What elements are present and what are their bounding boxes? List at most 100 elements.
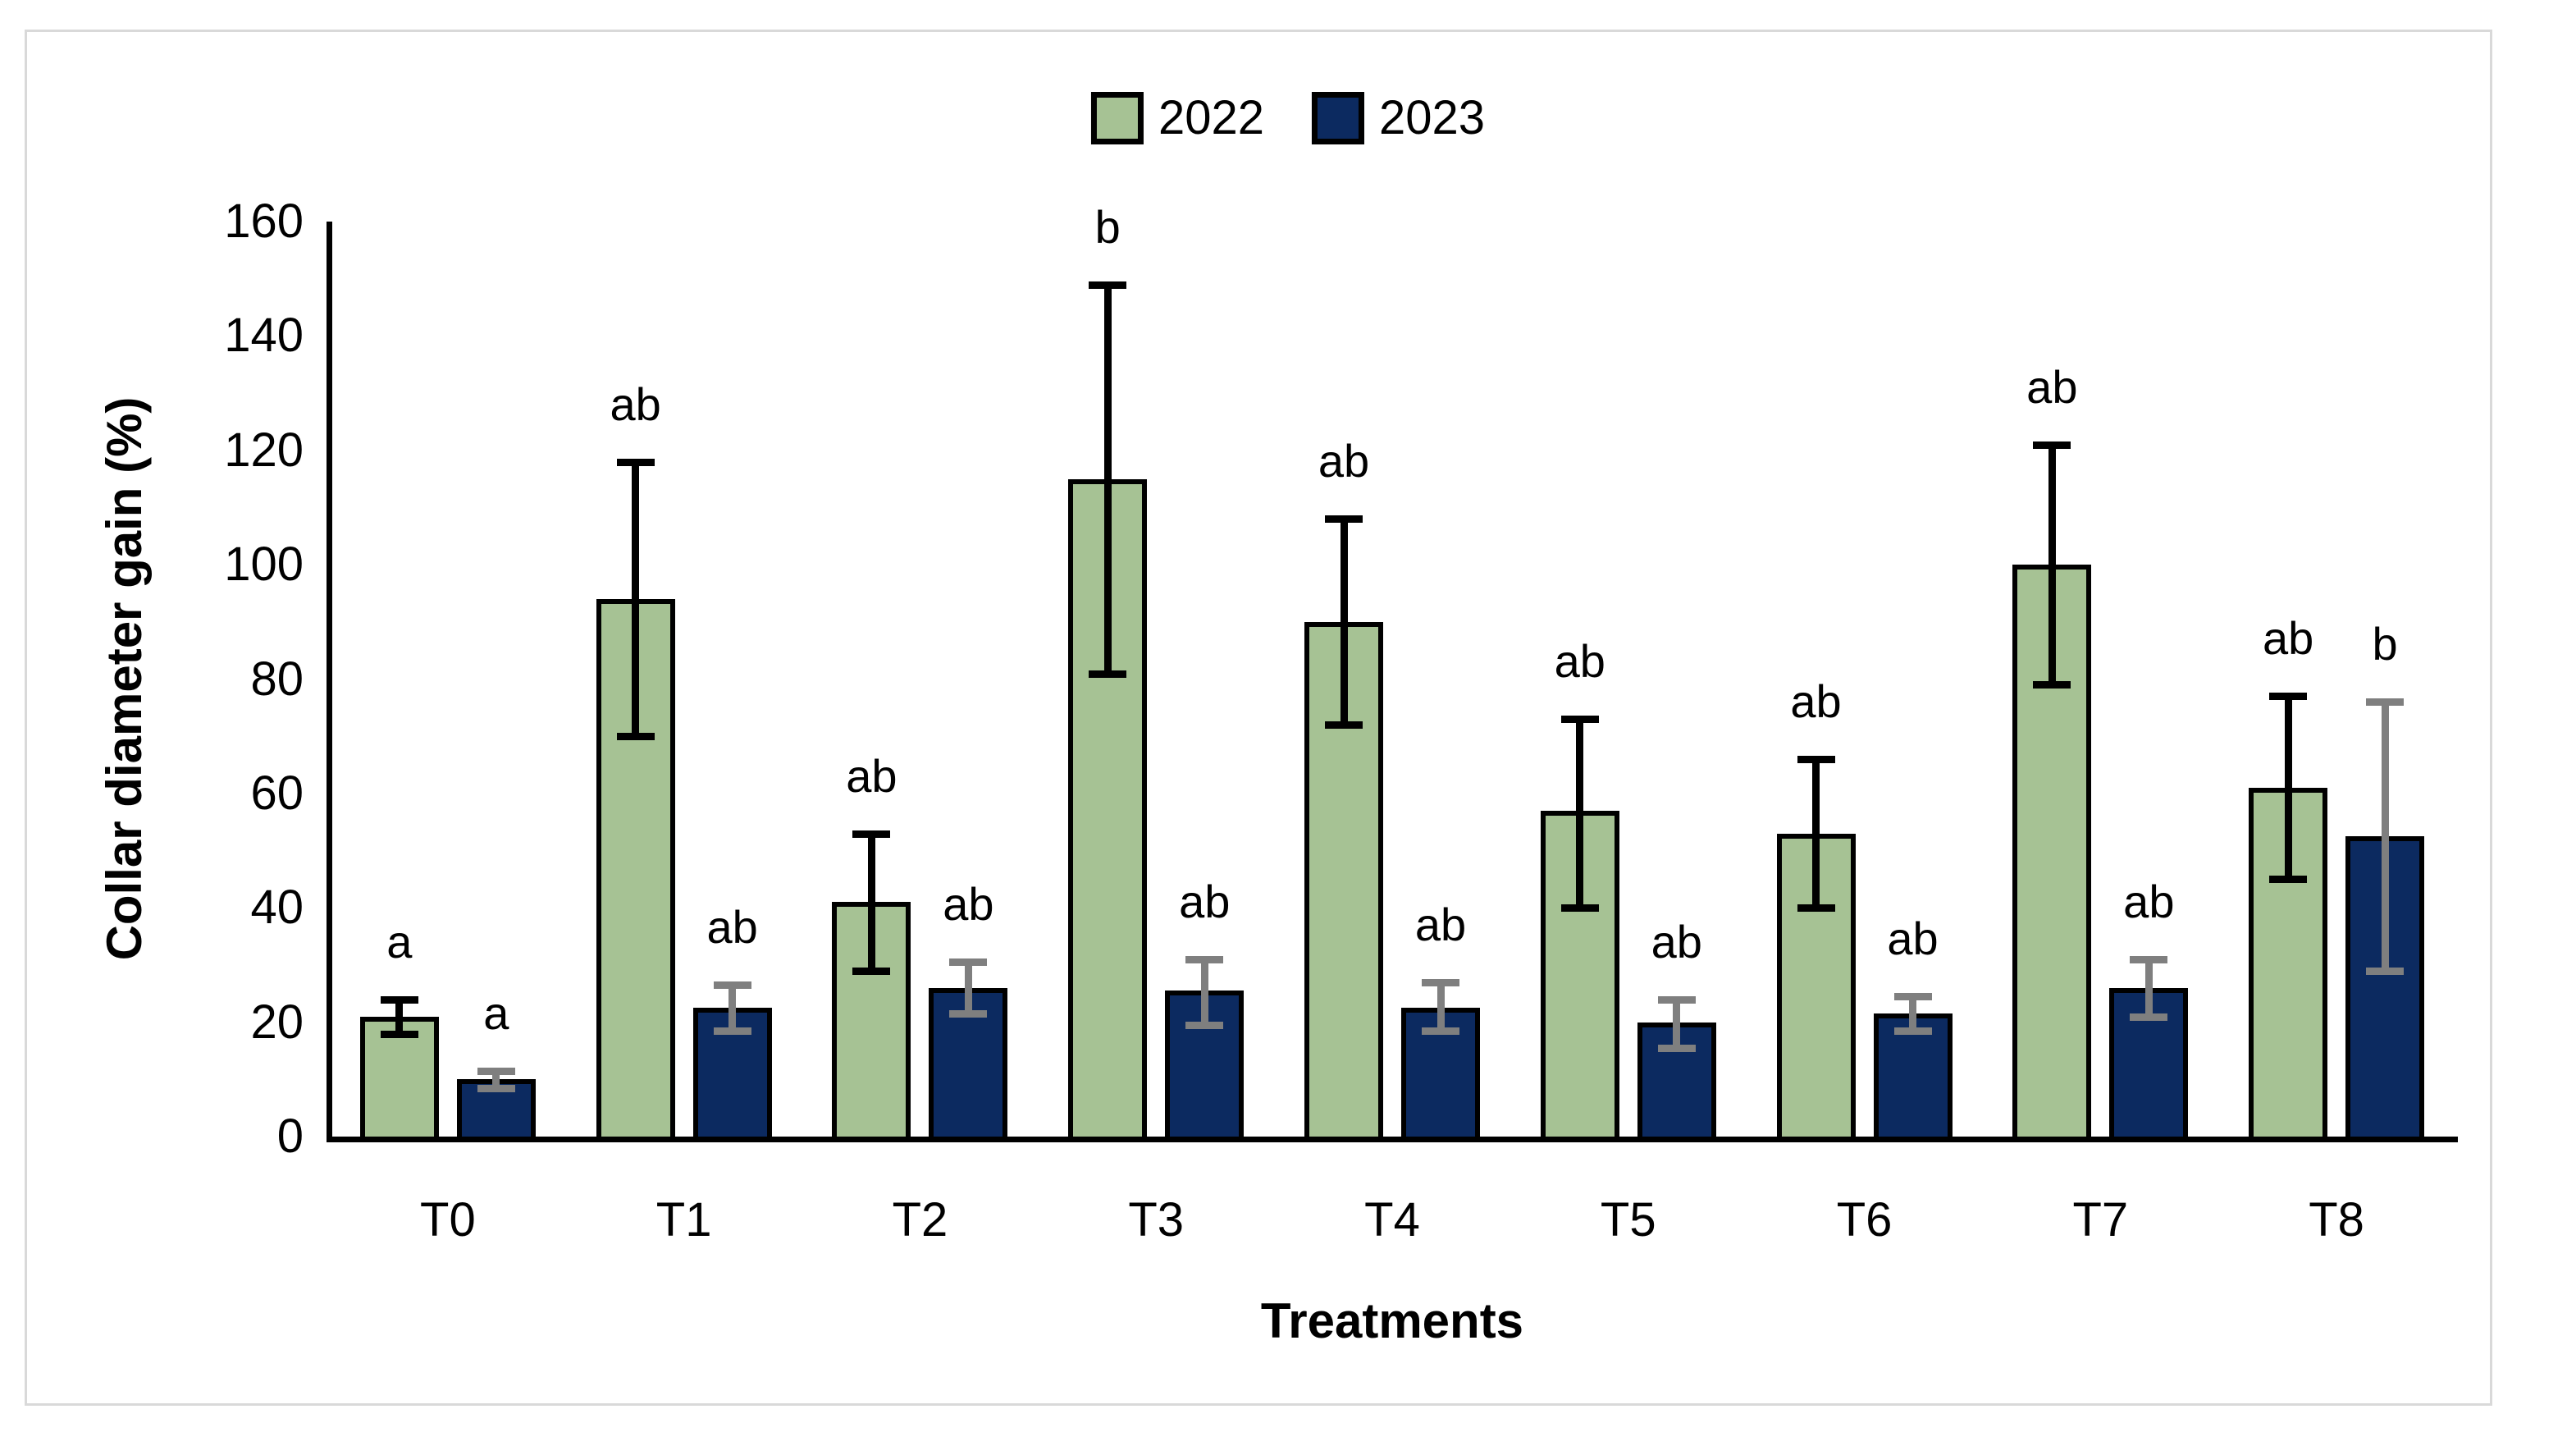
x-tick-label-T6: T6	[1836, 1193, 1893, 1247]
x-tick-label-T8: T8	[2309, 1193, 2364, 1247]
x-tick-label-T7: T7	[2072, 1193, 2129, 1247]
legend: 2022 2023	[1090, 91, 1485, 144]
error-bar-2023-T0	[492, 1070, 500, 1088]
error-cap-high-2022-T1	[616, 458, 655, 466]
error-cap-high-2022-T8	[2269, 693, 2308, 701]
error-bar-2022-T1	[632, 461, 640, 737]
x-tick-label-T1: T1	[655, 1193, 712, 1247]
sig-letter-2022-T5: ab	[1554, 635, 1605, 688]
y-tick-label-100: 100	[224, 538, 304, 592]
sig-letter-2022-T7: ab	[2026, 360, 2078, 413]
y-tick-label-160: 160	[224, 194, 304, 248]
legend-item-2022: 2022	[1090, 91, 1264, 144]
sig-letter-2023-T8: b	[2372, 618, 2398, 670]
error-cap-high-2023-T8	[2366, 698, 2405, 707]
y-tick-label-40: 40	[250, 881, 304, 935]
x-axis-title: Treatments	[1260, 1293, 1524, 1348]
error-cap-low-2022-T0	[380, 1030, 418, 1038]
x-tick-label-T2: T2	[892, 1193, 948, 1247]
error-bar-2023-T2	[964, 962, 972, 1014]
error-cap-high-2023-T3	[1185, 955, 1224, 963]
error-bar-2022-T0	[395, 999, 404, 1034]
error-bar-2022-T7	[2048, 444, 2056, 685]
error-bar-2023-T7	[2144, 958, 2153, 1017]
legend-item-2023: 2023	[1312, 92, 1485, 144]
legend-label: 2022	[1158, 91, 1264, 144]
error-bar-2022-T5	[1576, 719, 1584, 908]
error-cap-low-2023-T6	[1893, 1027, 1932, 1036]
bar-2023-T2	[929, 987, 1008, 1141]
sig-letter-2022-T4: ab	[1318, 435, 1370, 487]
error-cap-low-2023-T7	[2130, 1013, 2168, 1021]
error-cap-high-2023-T2	[949, 958, 988, 967]
error-cap-high-2023-T0	[477, 1067, 515, 1075]
error-bar-2022-T2	[867, 833, 875, 971]
error-cap-low-2022-T2	[852, 967, 891, 975]
error-bar-2022-T3	[1103, 284, 1112, 674]
sig-letter-2023-T2: ab	[943, 878, 994, 931]
legend-label: 2023	[1379, 91, 1486, 144]
error-cap-low-2023-T2	[949, 1010, 988, 1018]
error-cap-low-2022-T6	[1797, 904, 1835, 913]
error-cap-high-2022-T7	[2033, 441, 2071, 449]
sig-letter-2023-T1: ab	[706, 901, 758, 954]
y-axis-line	[327, 222, 332, 1142]
sig-letter-2023-T0: a	[483, 986, 509, 1039]
y-tick-label-80: 80	[250, 652, 304, 706]
y-tick-label-20: 20	[250, 995, 304, 1049]
error-cap-high-2023-T6	[1893, 993, 1932, 1001]
legend-swatch-icon	[1090, 92, 1144, 144]
sig-letter-2023-T3: ab	[1179, 875, 1231, 927]
error-cap-high-2023-T7	[2130, 955, 2168, 963]
sig-letter-2022-T0: a	[386, 915, 413, 968]
y-tick-label-140: 140	[224, 309, 304, 363]
sig-letter-2022-T8: ab	[2262, 612, 2314, 665]
error-cap-low-2022-T3	[1089, 670, 1127, 678]
error-bar-2023-T8	[2381, 702, 2389, 971]
error-cap-high-2022-T6	[1797, 756, 1835, 764]
sig-letter-2022-T6: ab	[1790, 675, 1842, 728]
sig-letter-2023-T7: ab	[2123, 875, 2175, 927]
x-axis-line	[327, 1137, 2458, 1142]
error-bar-2023-T5	[1673, 999, 1681, 1048]
x-tick-label-T4: T4	[1364, 1193, 1420, 1247]
sig-letter-2022-T2: ab	[846, 749, 897, 802]
error-cap-low-2023-T5	[1657, 1044, 1696, 1052]
error-cap-low-2023-T1	[713, 1027, 751, 1036]
sig-letter-2023-T5: ab	[1651, 915, 1702, 968]
error-cap-high-2022-T0	[380, 995, 418, 1004]
error-cap-low-2022-T8	[2269, 876, 2308, 884]
error-cap-low-2023-T8	[2366, 967, 2405, 975]
error-bar-2022-T8	[2284, 696, 2292, 880]
error-cap-low-2022-T4	[1325, 721, 1363, 730]
sig-letter-2023-T6: ab	[1887, 913, 1939, 965]
error-cap-low-2023-T0	[477, 1084, 515, 1092]
error-cap-high-2023-T1	[713, 981, 751, 990]
sig-letter-2022-T3: b	[1094, 200, 1121, 253]
error-cap-high-2022-T5	[1560, 716, 1599, 724]
legend-swatch-icon	[1312, 92, 1364, 144]
error-cap-low-2023-T4	[1422, 1027, 1459, 1036]
error-bar-2022-T6	[1812, 759, 1820, 908]
y-tick-label-0: 0	[276, 1109, 304, 1163]
y-tick-label-60: 60	[250, 766, 304, 820]
error-bar-2023-T6	[1909, 996, 1917, 1032]
error-cap-low-2022-T7	[2033, 681, 2071, 689]
error-cap-low-2023-T3	[1185, 1022, 1224, 1030]
x-tick-label-T5: T5	[1600, 1193, 1656, 1247]
error-cap-low-2022-T1	[616, 733, 655, 741]
sig-letter-2022-T1: ab	[610, 377, 661, 430]
error-cap-high-2023-T4	[1422, 978, 1459, 986]
x-tick-label-T3: T3	[1128, 1193, 1185, 1247]
error-bar-2023-T1	[728, 985, 737, 1032]
error-bar-2022-T4	[1340, 519, 1348, 725]
bar-2023-T6	[1873, 1013, 1953, 1141]
sig-letter-2023-T4: ab	[1414, 898, 1467, 950]
y-tick-label-120: 120	[224, 423, 304, 477]
x-tick-label-T0: T0	[420, 1193, 476, 1247]
error-cap-high-2022-T4	[1325, 515, 1363, 524]
error-cap-high-2022-T2	[852, 830, 891, 838]
error-bar-2023-T3	[1200, 958, 1208, 1026]
error-cap-high-2023-T5	[1657, 995, 1696, 1004]
